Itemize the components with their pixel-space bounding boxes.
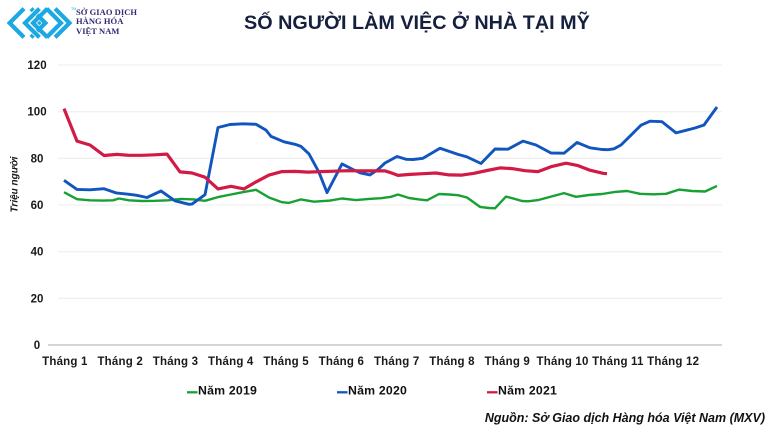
svg-text:Tháng 3: Tháng 3 bbox=[153, 356, 199, 368]
svg-text:Tháng 2: Tháng 2 bbox=[97, 356, 143, 368]
svg-text:Năm 2020: Năm 2020 bbox=[348, 384, 407, 398]
svg-text:120: 120 bbox=[27, 60, 46, 72]
svg-text:0: 0 bbox=[34, 340, 40, 352]
svg-text:Tháng 6: Tháng 6 bbox=[319, 356, 365, 368]
svg-text:80: 80 bbox=[31, 153, 44, 165]
svg-text:Tháng 1: Tháng 1 bbox=[42, 356, 88, 368]
svg-text:Năm 2019: Năm 2019 bbox=[198, 384, 257, 398]
svg-text:Tháng 4: Tháng 4 bbox=[208, 356, 254, 368]
svg-text:Tháng 12: Tháng 12 bbox=[647, 356, 699, 368]
svg-text:100: 100 bbox=[27, 107, 46, 119]
svg-text:Năm 2021: Năm 2021 bbox=[498, 384, 557, 398]
svg-text:Tháng 9: Tháng 9 bbox=[485, 356, 531, 368]
svg-text:Tháng 11: Tháng 11 bbox=[592, 356, 644, 368]
svg-text:20: 20 bbox=[31, 293, 44, 305]
svg-text:Tháng 8: Tháng 8 bbox=[429, 356, 475, 368]
svg-text:TM: TM bbox=[71, 7, 76, 11]
svg-text:60: 60 bbox=[31, 200, 44, 212]
svg-text:Tháng 5: Tháng 5 bbox=[263, 356, 309, 368]
svg-text:Tháng 10: Tháng 10 bbox=[537, 356, 589, 368]
svg-text:40: 40 bbox=[31, 247, 44, 259]
svg-text:Tháng 7: Tháng 7 bbox=[374, 356, 420, 368]
